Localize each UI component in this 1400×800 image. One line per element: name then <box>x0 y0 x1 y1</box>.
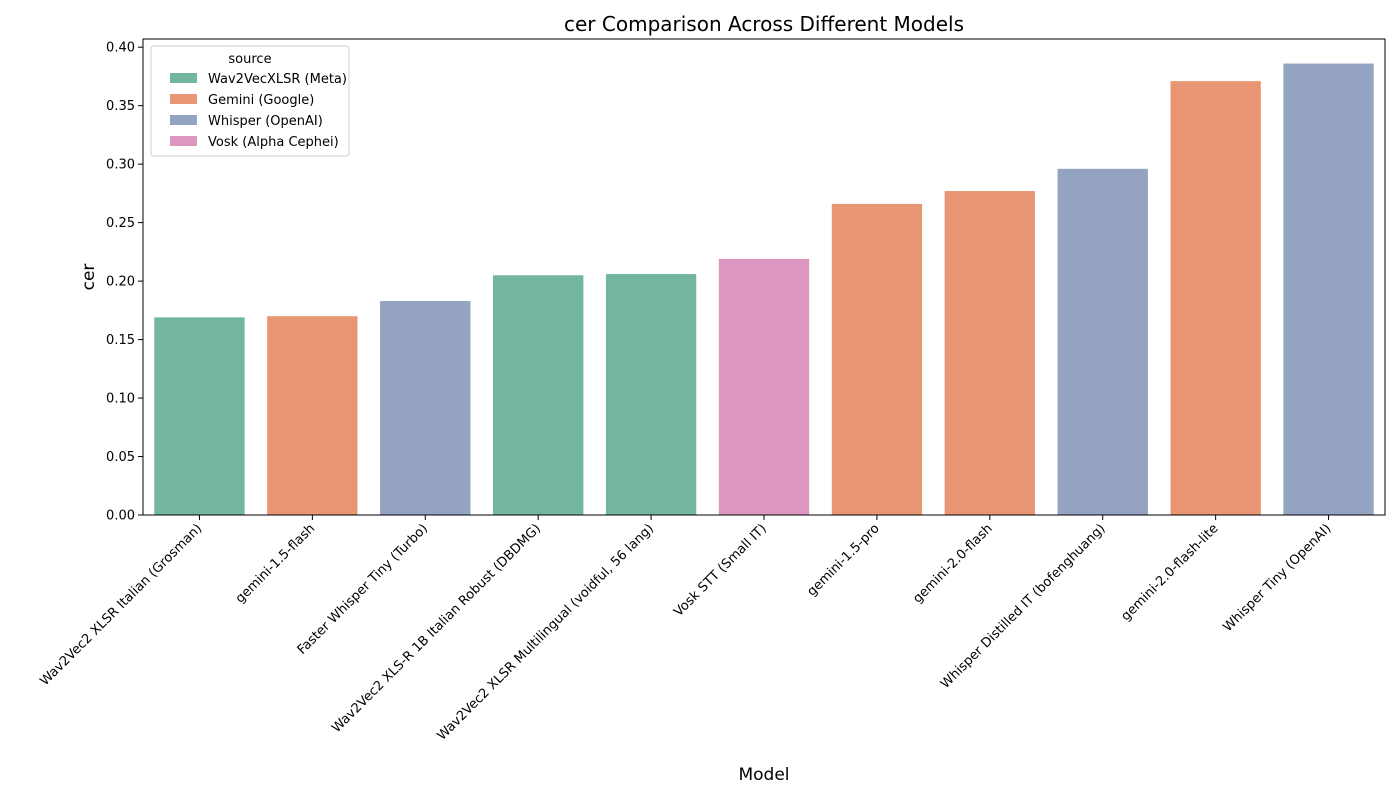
bar-1 <box>154 317 245 515</box>
legend-box <box>150 45 350 157</box>
x-tick-label: Vosk STT (Small IT) <box>671 521 770 620</box>
y-axis: 0.00 0.05 0.10 0.15 0.20 0.25 0.30 0.35 0.40 <box>106 41 143 524</box>
x-tick-label: gemini-2.0-flash-lite <box>1119 521 1222 624</box>
legend-title: source <box>228 52 271 67</box>
legend-entry-label: Wav2VecXLSR (Meta) <box>208 72 347 87</box>
bar-10 <box>1170 81 1261 515</box>
x-tick-label: Whisper Tiny (OpenAI) <box>1221 521 1335 635</box>
x-tick-label: gemini-1.5-flash <box>233 521 318 606</box>
y-tick-label: 0.15 <box>106 333 135 348</box>
legend-entries: Wav2VecXLSR (Meta) Gemini (Google) Whisper… <box>170 72 347 150</box>
bar-9 <box>1057 168 1148 515</box>
bar-7 <box>831 203 923 515</box>
x-axis: Wav2Vec2 XLSR Italian (Grosman) gemini-1.… <box>37 515 1334 744</box>
plot-frame <box>142 38 1386 516</box>
y-tick-label: 0.10 <box>106 392 135 407</box>
y-tick-label: 0.40 <box>106 41 135 56</box>
x-tick-label: gemini-1.5-pro <box>804 521 882 599</box>
y-axis-label: cer <box>79 264 99 291</box>
y-tick-label: 0.20 <box>106 275 135 290</box>
y-tick-label: 0.35 <box>106 99 135 114</box>
legend: source Wav2VecXLSR (Meta) Gemini (Google)… <box>150 45 350 157</box>
bars-group <box>154 63 1374 516</box>
legend-entry-label: Whisper (OpenAI) <box>208 114 323 129</box>
chart-title: cer Comparison Across Different Models <box>564 12 964 36</box>
y-tick-label: 0.30 <box>106 158 135 173</box>
bar-5 <box>605 274 697 515</box>
x-tick-label: Faster Whisper Tiny (Turbo) <box>295 521 431 657</box>
x-tick-label: Wav2Vec2 XLSR Multilingual (voidful, 56 … <box>435 521 657 743</box>
legend-entry-label: Vosk (Alpha Cephei) <box>208 135 339 150</box>
x-tick-label: Wav2Vec2 XLS-R 1B Italian Robust (DBDMG) <box>329 521 544 736</box>
y-tick-label: 0.05 <box>106 450 135 465</box>
legend-swatch <box>170 94 197 104</box>
bar-11 <box>1283 63 1374 516</box>
bar-3 <box>380 300 471 515</box>
x-axis-label: Model <box>738 765 789 785</box>
x-tick-label: Wav2Vec2 XLSR Italian (Grosman) <box>37 521 205 689</box>
legend-entry-label: Gemini (Google) <box>208 93 314 108</box>
legend-swatch <box>170 73 197 83</box>
y-tick-label: 0.00 <box>106 509 135 524</box>
bar-8 <box>944 191 1035 516</box>
bar-2 <box>267 316 358 515</box>
bar-6 <box>718 258 810 515</box>
bar-4 <box>493 275 584 515</box>
legend-swatch <box>170 115 197 125</box>
legend-swatch <box>170 136 197 146</box>
y-tick-label: 0.25 <box>106 216 135 231</box>
x-tick-label: gemini-2.0-flash <box>910 521 995 606</box>
